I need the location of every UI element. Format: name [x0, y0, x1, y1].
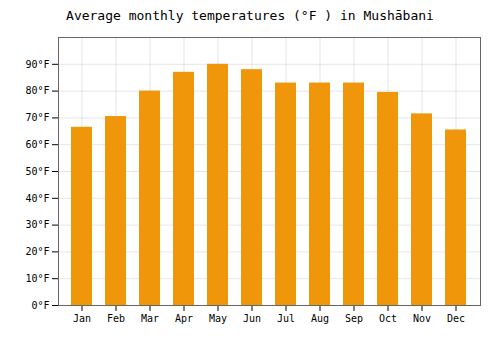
svg-text:0°F: 0°F: [31, 300, 49, 311]
svg-text:Sep: Sep: [345, 313, 363, 324]
svg-text:20°F: 20°F: [25, 246, 49, 257]
html-text:Average monthly temperatures (: Average monthly temperatures (°F ) in Mu…: [66, 8, 434, 23]
svg-text:40°F: 40°F: [25, 193, 49, 204]
svg-text:70°F: 70°F: [25, 112, 49, 123]
svg-text:80°F: 80°F: [25, 85, 49, 96]
svg-text:Mar: Mar: [141, 313, 159, 324]
svg-text:Jul: Jul: [277, 313, 295, 324]
svg-text:90°F: 90°F: [25, 59, 49, 70]
svg-text:30°F: 30°F: [25, 219, 49, 230]
svg-text:Jan: Jan: [73, 313, 91, 324]
svg-text:Apr: Apr: [175, 313, 193, 324]
svg-text:May: May: [209, 313, 227, 324]
svg-text:Nov: Nov: [413, 313, 431, 324]
svg-text:10°F: 10°F: [25, 273, 49, 284]
svg-text:Jun: Jun: [243, 313, 261, 324]
svg-text:Aug: Aug: [311, 313, 329, 324]
svg-text:60°F: 60°F: [25, 139, 49, 150]
svg-text:50°F: 50°F: [25, 166, 49, 177]
svg-text:Feb: Feb: [107, 313, 125, 324]
svg-text:Oct: Oct: [379, 313, 397, 324]
svg-text:Dec: Dec: [447, 313, 465, 324]
